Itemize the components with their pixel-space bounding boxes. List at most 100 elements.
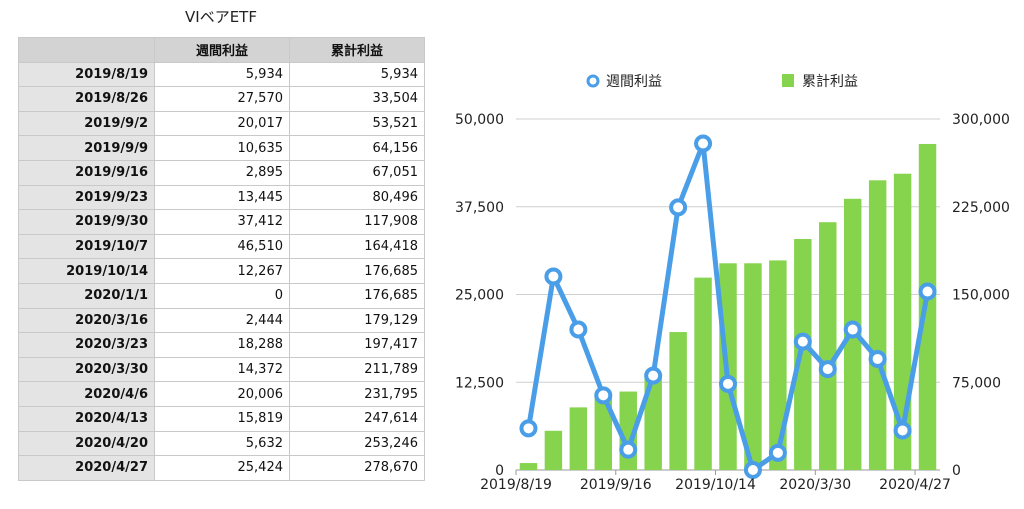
table-header-row: 週間利益 累計利益: [18, 37, 425, 63]
point-weekly-profit: [843, 320, 862, 339]
point-weekly-profit: [719, 374, 737, 393]
y-right-tick-label: 300,000: [952, 112, 1010, 128]
y-left-tick-label: 12,500: [455, 375, 504, 391]
row-weekly-profit: 25,424: [154, 455, 290, 481]
bar-cumulative-profit: [868, 180, 887, 470]
row-cumulative-profit: 278,670: [289, 455, 425, 481]
row-cumulative-profit: 211,789: [289, 356, 425, 383]
y-right-tick-label: 75,000: [952, 375, 1001, 391]
bar-cumulative-profit: [694, 277, 712, 470]
y-right-tick-label: 150,000: [952, 288, 1010, 304]
table-title: VIベアETF: [185, 8, 257, 26]
row-cumulative-profit: 33,504: [289, 86, 425, 112]
point-weekly-profit: [669, 198, 688, 217]
row-date: 2020/4/20: [18, 430, 155, 457]
table-row: 2020/3/23 18,288 197,417: [18, 332, 425, 358]
row-date: 2019/9/23: [18, 184, 155, 211]
header-cell-date: [18, 37, 155, 63]
y-left-tick-label: 50,000: [455, 112, 504, 128]
profit-chart: 0 0 12,500 75,000 25,000 150,000 37,500 225,000…: [455, 74, 1010, 493]
x-tick-label: 2019/9/16: [580, 477, 652, 493]
table-row: 2019/10/7 46,510 164,418: [18, 233, 425, 260]
legend-label-weekly: 週間利益: [606, 74, 662, 90]
row-weekly-profit: 37,412: [154, 209, 290, 235]
row-weekly-profit: 27,570: [154, 86, 290, 112]
point-weekly-profit: [594, 386, 613, 405]
y-right-tick-label: 225,000: [952, 200, 1010, 216]
table-row: 2019/9/9 10,635 64,156: [18, 135, 425, 161]
row-cumulative-profit: 247,614: [289, 405, 425, 432]
row-cumulative-profit: 231,795: [289, 381, 425, 407]
table-row: 2020/4/20 5,632 253,246: [18, 430, 425, 457]
row-date: 2020/3/23: [18, 332, 155, 358]
x-tick-label: 2020/3/30: [779, 477, 851, 493]
row-cumulative-profit: 80,496: [289, 184, 425, 211]
row-date: 2019/9/30: [18, 209, 155, 235]
table-row: 2019/9/30 37,412 117,908: [18, 209, 425, 235]
point-weekly-profit: [619, 440, 638, 459]
bar-cumulative-profit: [519, 463, 538, 470]
row-weekly-profit: 20,006: [154, 381, 290, 407]
profit-table: 週間利益 累計利益 2019/8/19 5,934 5,934 2019/8/26 27…: [18, 37, 425, 481]
row-cumulative-profit: 197,417: [289, 332, 425, 358]
point-weekly-profit: [868, 349, 887, 368]
y-left-tick-label: 0: [495, 463, 504, 479]
y-left-tick-label: 37,500: [455, 200, 504, 216]
table-row: 2020/1/1 0 176,685: [18, 282, 425, 309]
row-cumulative-profit: 253,246: [289, 430, 425, 457]
bar-cumulative-profit: [544, 430, 563, 470]
y-right-tick-label: 0: [952, 463, 961, 479]
point-weekly-profit: [818, 360, 837, 379]
row-weekly-profit: 2,444: [154, 307, 290, 334]
table-row: 2019/10/14 12,267 176,685: [18, 258, 425, 284]
table-body: 2019/8/19 5,934 5,934 2019/8/26 27,570 33,504…: [18, 61, 425, 481]
row-date: 2020/4/27: [18, 455, 155, 481]
bar-cumulative-profit: [569, 407, 588, 470]
legend-label-cumulative: 累計利益: [802, 74, 858, 90]
row-date: 2019/10/7: [18, 233, 155, 260]
row-date: 2020/4/13: [18, 405, 155, 432]
row-weekly-profit: 15,819: [154, 405, 290, 432]
header-cell-cumulative: 累計利益: [289, 37, 425, 63]
bar-cumulative-profit: [644, 375, 662, 470]
bar-cumulative-profit: [794, 239, 812, 470]
row-weekly-profit: 20,017: [154, 110, 290, 137]
row-date: 2019/8/26: [18, 86, 155, 112]
table-row: 2019/9/23 13,445 80,496: [18, 184, 425, 211]
row-weekly-profit: 10,635: [154, 135, 290, 161]
bar-cumulative-profit: [594, 394, 613, 470]
row-date: 2019/9/9: [18, 135, 155, 161]
row-cumulative-profit: 64,156: [289, 135, 425, 161]
row-cumulative-profit: 179,129: [289, 307, 425, 334]
bar-cumulative-profit: [744, 263, 762, 470]
x-tick-label: 2019/8/19: [480, 477, 552, 493]
point-weekly-profit: [793, 332, 812, 351]
point-weekly-profit: [569, 320, 588, 339]
table-row: 2019/9/2 20,017 53,521: [18, 110, 425, 137]
row-weekly-profit: 12,267: [154, 258, 290, 284]
table-row: 2020/4/6 20,006 231,795: [18, 381, 425, 407]
y-left-tick-label: 25,000: [455, 288, 504, 304]
table-row: 2019/9/16 2,895 67,051: [18, 159, 425, 186]
legend-bar-marker: [782, 74, 794, 87]
row-weekly-profit: 13,445: [154, 184, 290, 211]
row-cumulative-profit: 176,685: [289, 282, 425, 309]
row-cumulative-profit: 164,418: [289, 233, 425, 260]
row-cumulative-profit: 117,908: [289, 209, 425, 235]
table-row: 2020/4/27 25,424 278,670: [18, 455, 425, 481]
row-cumulative-profit: 67,051: [289, 159, 425, 186]
row-cumulative-profit: 5,934: [289, 61, 425, 88]
point-weekly-profit: [694, 134, 713, 153]
row-cumulative-profit: 53,521: [289, 110, 425, 137]
point-weekly-profit: [644, 366, 663, 385]
point-weekly-profit: [768, 443, 787, 462]
x-tick-label: 2019/10/14: [675, 477, 756, 493]
row-date: 2020/4/6: [18, 381, 155, 407]
table-row: 2020/4/13 15,819 247,614: [18, 405, 425, 432]
row-date: 2020/3/16: [18, 307, 155, 334]
table-row: 2019/8/26 27,570 33,504: [18, 86, 425, 112]
row-weekly-profit: 14,372: [154, 356, 290, 383]
row-cumulative-profit: 176,685: [289, 258, 425, 284]
header-cell-weekly: 週間利益: [154, 37, 290, 63]
row-date: 2019/8/19: [18, 61, 155, 88]
